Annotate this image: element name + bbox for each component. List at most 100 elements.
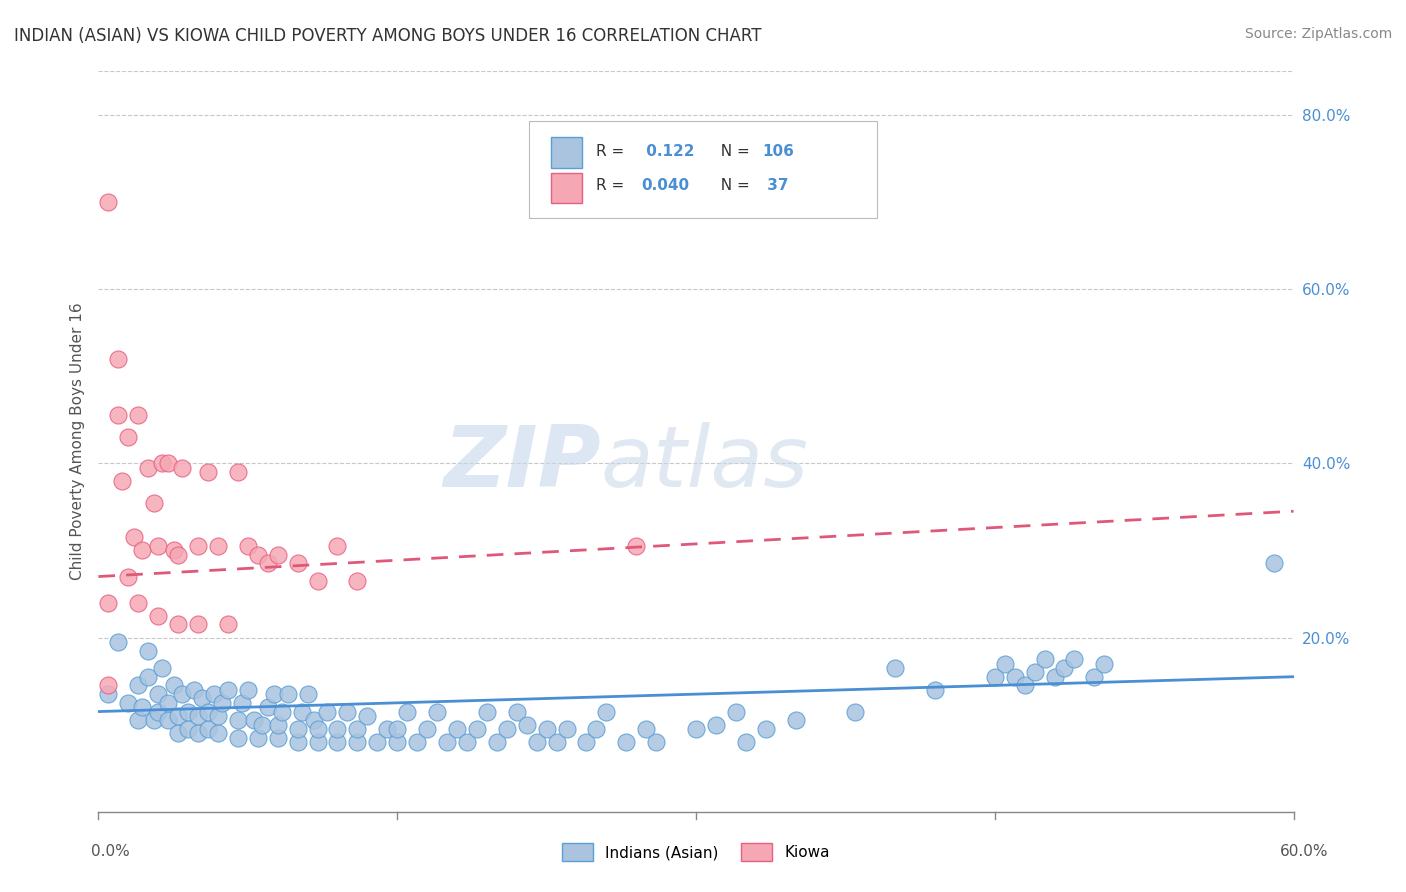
Point <box>884 661 907 675</box>
Point <box>297 687 319 701</box>
Point <box>994 657 1017 671</box>
Point <box>446 722 468 736</box>
Point <box>191 691 214 706</box>
Point <box>267 548 290 562</box>
Point <box>163 543 186 558</box>
Point <box>197 722 219 736</box>
Point <box>785 713 807 727</box>
Point <box>97 596 120 610</box>
Point <box>575 735 598 749</box>
Point <box>326 735 349 749</box>
Point <box>1063 652 1085 666</box>
Point <box>385 735 409 749</box>
Point <box>546 735 568 749</box>
Point <box>1033 652 1056 666</box>
Point <box>396 705 419 719</box>
Point <box>136 643 159 657</box>
Point <box>267 717 290 731</box>
Point <box>127 713 149 727</box>
Point <box>236 682 259 697</box>
Point <box>1004 670 1026 684</box>
Point <box>1083 670 1105 684</box>
Point <box>555 722 578 736</box>
Point <box>148 608 170 623</box>
Point <box>270 705 292 719</box>
Point <box>704 717 727 731</box>
Text: 0.0%: 0.0% <box>91 845 131 859</box>
Point <box>97 687 120 701</box>
Point <box>226 731 249 745</box>
Legend: Indians (Asian), Kiowa: Indians (Asian), Kiowa <box>557 838 835 867</box>
Point <box>127 596 149 610</box>
Point <box>107 351 129 366</box>
Point <box>217 682 239 697</box>
Point <box>211 696 233 710</box>
Point <box>148 687 170 701</box>
Point <box>157 456 180 470</box>
Point <box>187 726 209 740</box>
Point <box>107 635 129 649</box>
Text: Source: ZipAtlas.com: Source: ZipAtlas.com <box>1244 27 1392 41</box>
Point <box>150 661 173 675</box>
Point <box>97 678 120 692</box>
Point <box>148 705 170 719</box>
Text: atlas: atlas <box>600 422 808 505</box>
Point <box>406 735 429 749</box>
Point <box>1092 657 1115 671</box>
Point <box>117 569 139 583</box>
Point <box>536 722 558 736</box>
Text: 37: 37 <box>762 178 789 193</box>
Point <box>302 713 325 727</box>
Point <box>143 713 166 727</box>
Point <box>1014 678 1036 692</box>
Point <box>506 705 529 719</box>
Text: R =: R = <box>596 145 630 159</box>
Point <box>516 717 538 731</box>
Point <box>287 557 309 571</box>
Y-axis label: Child Poverty Among Boys Under 16: Child Poverty Among Boys Under 16 <box>69 302 84 581</box>
Point <box>246 731 269 745</box>
Point <box>197 705 219 719</box>
Point <box>167 726 190 740</box>
Point <box>595 705 617 719</box>
Point <box>217 617 239 632</box>
Point <box>1263 557 1285 571</box>
Point <box>685 722 707 736</box>
Text: R =: R = <box>596 178 630 193</box>
Point <box>172 460 194 475</box>
Text: 60.0%: 60.0% <box>1281 845 1329 859</box>
Point <box>585 722 607 736</box>
Point <box>416 722 439 736</box>
Point <box>636 722 658 736</box>
Point <box>231 696 253 710</box>
Point <box>131 700 153 714</box>
Point <box>844 705 866 719</box>
Point <box>246 548 269 562</box>
Point <box>456 735 478 749</box>
Point <box>1043 670 1066 684</box>
Point <box>346 735 368 749</box>
Point <box>436 735 458 749</box>
Point <box>177 722 200 736</box>
Point <box>131 543 153 558</box>
Point <box>526 735 548 749</box>
Point <box>117 696 139 710</box>
Point <box>287 722 309 736</box>
Point <box>226 465 249 479</box>
Point <box>291 705 314 719</box>
Point <box>207 726 229 740</box>
Point <box>1024 665 1046 680</box>
Point <box>111 474 134 488</box>
Text: N =: N = <box>711 178 755 193</box>
Point <box>724 705 747 719</box>
Point <box>236 539 259 553</box>
Text: INDIAN (ASIAN) VS KIOWA CHILD POVERTY AMONG BOYS UNDER 16 CORRELATION CHART: INDIAN (ASIAN) VS KIOWA CHILD POVERTY AM… <box>14 27 762 45</box>
Point <box>243 713 266 727</box>
Point <box>187 709 209 723</box>
Text: 0.040: 0.040 <box>641 178 689 193</box>
Point <box>465 722 488 736</box>
Point <box>385 722 409 736</box>
Point <box>157 696 180 710</box>
Point <box>316 705 339 719</box>
Point <box>307 722 329 736</box>
